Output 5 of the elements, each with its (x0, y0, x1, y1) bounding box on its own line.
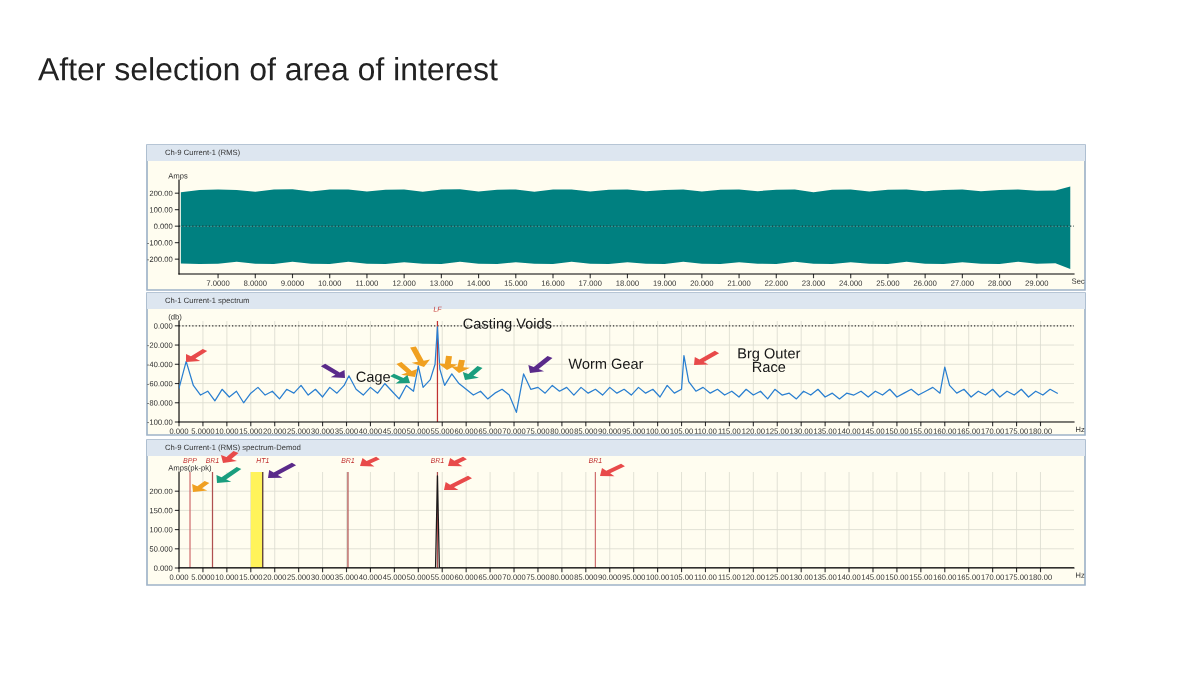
annotation: Brg Outer Race (738, 348, 801, 373)
annotation: Cage (356, 371, 390, 385)
annotation: Worm Gear (568, 358, 644, 369)
chart-title: After selection of area of interest (38, 57, 498, 81)
annotation: Casting Voids (463, 318, 552, 332)
